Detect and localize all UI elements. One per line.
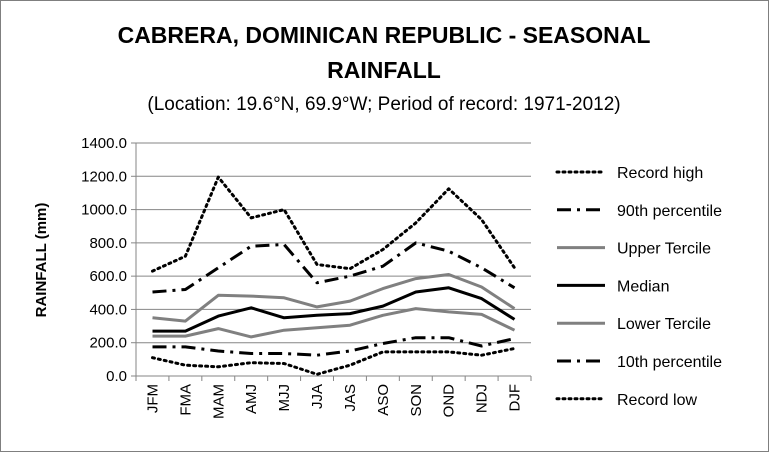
legend-label-record-low: Record low [617, 392, 697, 409]
legend: Record high 90th percentile Upper Tercile M… [555, 165, 722, 409]
x-tick-label: JJA [309, 384, 326, 409]
x-tick-label: FMA [177, 384, 194, 416]
legend-label-upper-tercile: Upper Tercile [617, 241, 711, 258]
series-line-10th-percentile [152, 336, 515, 357]
x-tick-label: AMJ [243, 384, 260, 414]
x-tick-label: DJF [507, 384, 524, 412]
y-tick-label: 1400.0 [81, 135, 127, 152]
series-lines [151, 175, 516, 376]
chart-title-line-2: RAINFALL [327, 57, 441, 83]
y-axis-label: RAINFALL (mm) [33, 203, 50, 318]
x-tick-label: ASO [375, 384, 392, 416]
axes: 0.0 200.0 400.0 600.0 800.0 1000.0 1200.0 1400.… [81, 135, 532, 419]
y-tick-label: 400.0 [89, 301, 127, 318]
x-tick-label: MAM [210, 384, 227, 419]
x-tick-label: SON [408, 384, 425, 417]
series-line-record-high [151, 175, 516, 273]
series-line-record-low [151, 347, 516, 376]
y-tick-label: 0.0 [106, 368, 127, 385]
legend-label-lower-tercile: Lower Tercile [617, 316, 711, 333]
y-tick-label: 600.0 [89, 268, 127, 285]
legend-label-90th-percentile: 90th percentile [617, 203, 722, 220]
y-tick-label: 1000.0 [81, 202, 127, 219]
x-tick-label: NDJ [474, 384, 491, 413]
series-line-upper-tercile [152, 273, 516, 323]
chart-subtitle: (Location: 19.6°N, 69.9°W; Period of rec… [147, 94, 620, 115]
y-tick-label: 800.0 [89, 235, 127, 252]
chart-title-line-1: CABRERA, DOMINICAN REPUBLIC - SEASONAL [118, 22, 651, 48]
x-tick-label: JAS [342, 384, 359, 412]
series-line-90th-percentile [152, 241, 516, 294]
series-line-lower-tercile [152, 307, 516, 339]
legend-label-record-high: Record high [617, 165, 703, 182]
y-tick-label: 200.0 [89, 335, 127, 352]
x-tick-label: MJJ [276, 384, 293, 412]
legend-label-median: Median [617, 278, 669, 295]
legend-label-10th-percentile: 10th percentile [617, 354, 722, 371]
x-tick-label: JFM [144, 384, 161, 413]
series-line-median [152, 286, 516, 333]
x-tick-label: OND [441, 384, 458, 418]
y-tick-label: 1200.0 [81, 168, 127, 185]
